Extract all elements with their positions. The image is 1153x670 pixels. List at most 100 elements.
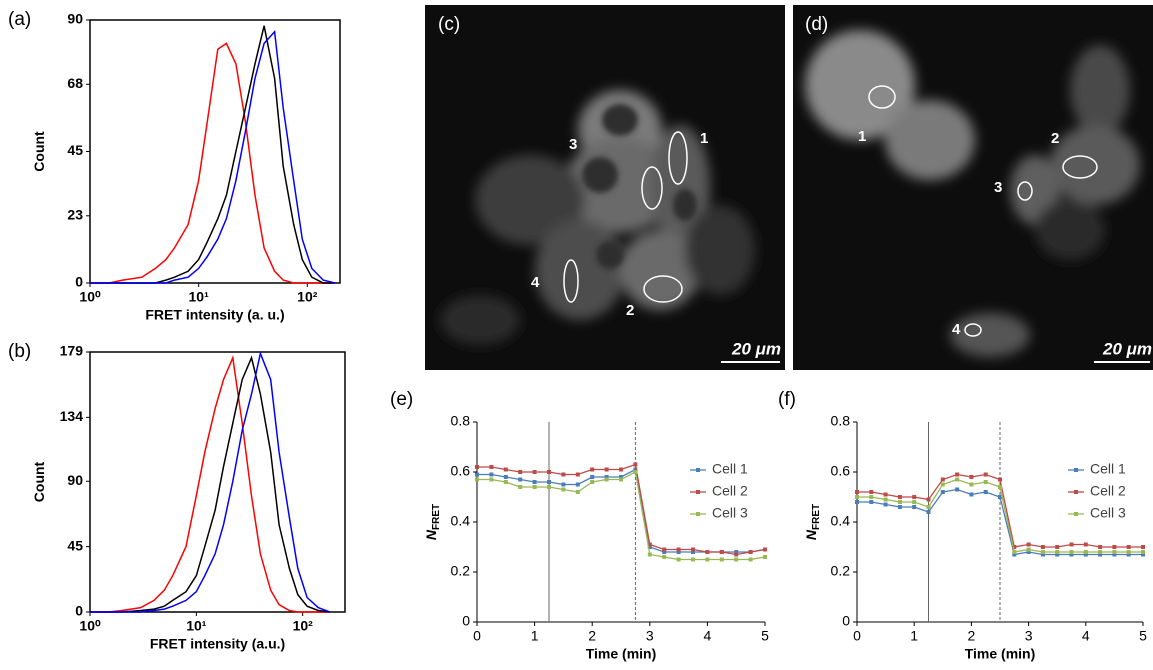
data-point	[855, 495, 859, 499]
data-point	[998, 477, 1002, 482]
data-point	[955, 472, 960, 477]
data-point	[883, 497, 888, 502]
y-tick-label: 0.8	[831, 413, 851, 429]
data-point	[998, 485, 1002, 489]
legend-swatch-marker	[696, 490, 700, 494]
data-point	[940, 482, 945, 487]
x-tick-label: 10¹	[189, 289, 210, 305]
data-point	[969, 482, 974, 487]
x-tick-label: 4	[704, 628, 712, 644]
data-point	[633, 467, 638, 472]
data-point	[489, 472, 494, 477]
data-point	[647, 542, 652, 547]
data-point	[662, 555, 667, 559]
series-line	[90, 355, 330, 613]
y-tick-label: 0.2	[451, 563, 471, 579]
cell-number: 1	[858, 128, 866, 145]
x-tick-label: 10¹	[186, 618, 207, 634]
data-point	[748, 550, 753, 554]
data-point	[940, 490, 945, 494]
data-point	[983, 472, 988, 477]
data-point	[1112, 550, 1117, 554]
data-point	[1040, 552, 1045, 557]
data-point	[1112, 552, 1117, 557]
data-point	[561, 487, 566, 492]
data-point	[691, 550, 695, 554]
data-point	[763, 555, 767, 559]
data-point	[734, 550, 739, 554]
x-tick-label: 4	[1082, 628, 1090, 644]
y-axis-label-sub: FRET	[811, 504, 822, 530]
data-point	[503, 480, 508, 484]
data-point	[1141, 545, 1145, 549]
data-point	[926, 505, 931, 509]
panel-label: (b)	[8, 341, 31, 362]
data-point	[503, 475, 508, 479]
x-axis-label: FRET intensity (a.u.)	[150, 636, 285, 652]
data-point	[575, 490, 580, 494]
data-point	[869, 495, 874, 499]
cell-number: 2	[626, 302, 634, 319]
data-point	[734, 557, 739, 562]
data-point	[1026, 542, 1031, 547]
micrograph-c	[425, 5, 785, 370]
data-point	[1141, 550, 1145, 554]
panel-label: (c)	[438, 14, 460, 35]
data-point	[926, 497, 931, 502]
data-point	[561, 482, 566, 487]
data-point	[897, 505, 902, 509]
cell-number: 1	[700, 130, 708, 147]
legend-swatch-marker	[1074, 468, 1078, 472]
data-point	[912, 495, 917, 499]
series-line	[90, 350, 331, 613]
data-point	[1126, 552, 1131, 557]
legend-label: Cell 1	[712, 461, 748, 477]
data-point	[590, 475, 595, 479]
data-point	[705, 550, 710, 554]
data-point	[532, 485, 537, 489]
data-point	[719, 557, 724, 562]
y-tick-label: 0.4	[831, 513, 851, 529]
data-point	[897, 495, 902, 499]
data-point	[955, 477, 960, 482]
data-point	[575, 482, 580, 487]
x-tick-label: 3	[646, 628, 654, 644]
data-point	[1055, 545, 1060, 549]
data-point	[489, 477, 494, 482]
panel-label: (e)	[390, 389, 413, 410]
data-point	[855, 500, 859, 504]
data-point	[619, 475, 623, 479]
data-point	[676, 550, 681, 554]
data-point	[734, 552, 739, 557]
x-tick-label: 10²	[293, 618, 314, 634]
data-point	[590, 467, 595, 472]
data-point	[1126, 550, 1131, 554]
y-tick-label: 0.4	[451, 513, 471, 529]
data-point	[897, 500, 902, 504]
x-tick-label: 5	[1139, 628, 1147, 644]
y-axis-label-main: N	[423, 529, 439, 540]
data-point	[1069, 550, 1074, 554]
y-axis-label: Count	[31, 461, 47, 502]
cell-number: 3	[994, 179, 1002, 196]
data-point	[676, 557, 681, 562]
data-point	[1069, 542, 1074, 547]
data-point	[1141, 552, 1145, 557]
data-point	[983, 490, 988, 494]
legend-label: Cell 3	[1090, 505, 1126, 521]
data-point	[883, 492, 888, 497]
y-tick-label: 68	[67, 75, 83, 91]
data-point	[619, 477, 623, 482]
x-axis-label: Time (min)	[965, 646, 1036, 662]
data-point	[998, 495, 1002, 499]
data-point	[763, 547, 767, 552]
data-point	[691, 547, 695, 552]
data-point	[748, 557, 753, 562]
y-tick-label: 0.8	[451, 413, 471, 429]
data-point	[1026, 547, 1031, 552]
x-axis-label: FRET intensity (a. u.)	[145, 307, 284, 323]
y-axis-label: NFRET	[423, 504, 442, 540]
data-point	[1026, 550, 1031, 554]
micrograph-d	[793, 5, 1153, 370]
series-line	[90, 29, 336, 284]
